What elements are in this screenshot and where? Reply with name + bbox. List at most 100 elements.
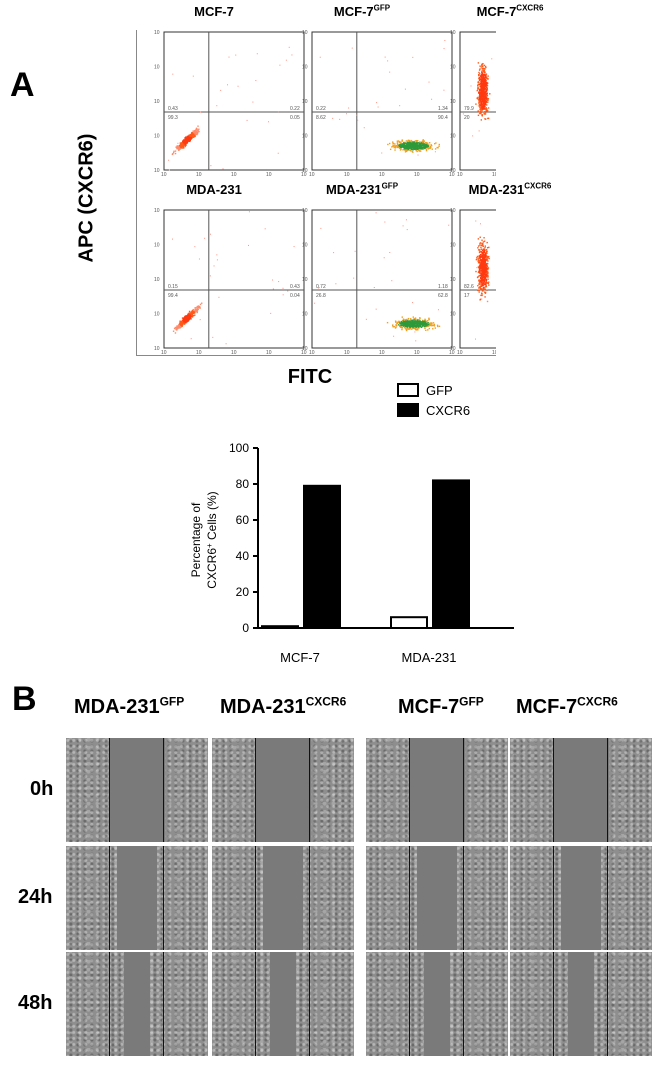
flow-event-dot	[424, 145, 427, 147]
flow-event-dot	[484, 87, 487, 90]
flow-event-dot	[479, 111, 482, 114]
flow-event-dot	[478, 88, 481, 91]
flow-event-dot	[484, 255, 486, 257]
title-base: MDA-231	[74, 695, 160, 718]
flow-event-dot	[412, 322, 415, 325]
flow-event-dot	[485, 274, 488, 276]
flow-event-dot	[487, 268, 489, 271]
flow-event-dot	[427, 144, 429, 147]
flow-event-dot	[396, 145, 398, 147]
flow-event-dot	[431, 324, 433, 327]
flow-event-dot	[190, 318, 192, 320]
bar-gfp-mcf-7	[261, 625, 299, 629]
flow-y-tick-label: 10	[302, 312, 308, 318]
quadrant-ul-value: 0.22	[316, 106, 326, 112]
flow-event-dot	[421, 325, 424, 327]
flow-event-dot	[479, 98, 482, 100]
flow-event-dot	[194, 135, 196, 138]
flow-event-dot	[477, 81, 479, 84]
flow-outlier-dot	[393, 335, 395, 337]
flow-event-dot	[190, 135, 192, 137]
title-sup: GFP	[373, 4, 391, 13]
title-base: MDA-231	[220, 695, 306, 718]
flow-outlier-dot	[363, 127, 365, 129]
flow-event-dot	[181, 320, 184, 323]
flow-event-dot	[184, 140, 187, 142]
flow-outlier-dot	[383, 257, 385, 259]
flow-event-dot	[481, 65, 484, 68]
flow-event-dot	[422, 319, 424, 322]
flow-event-dot	[409, 325, 411, 327]
flow-event-dot	[484, 286, 487, 288]
flow-event-dot	[192, 130, 194, 132]
flow-event-dot	[481, 103, 484, 106]
flow-event-dot	[479, 271, 481, 274]
flow-event-dot	[434, 142, 436, 145]
flow-event-dot	[424, 142, 427, 144]
flow-event-dot	[484, 104, 486, 107]
flow-event-dot	[481, 294, 483, 297]
flow-event-dot	[193, 312, 196, 314]
flow-event-dot	[483, 240, 486, 242]
flow-event-dot	[416, 320, 418, 323]
flow-event-dot	[194, 314, 196, 316]
flow-x-tick-label: 10	[161, 350, 167, 354]
flow-y-tick-label: 10	[450, 30, 456, 36]
flow-event-dot	[427, 146, 429, 149]
flow-outlier-dot	[172, 73, 174, 75]
wound-healing-image	[510, 846, 652, 950]
flow-event-dot	[416, 140, 418, 143]
wound-edge-marker-line	[309, 846, 310, 950]
flow-outlier-dot	[373, 287, 375, 289]
flow-event-dot	[177, 146, 180, 149]
flow-event-dot	[479, 269, 481, 271]
flow-event-dot	[484, 91, 486, 94]
flow-event-dot	[181, 320, 183, 323]
flow-event-dot	[392, 144, 394, 147]
flow-event-dot	[481, 68, 483, 70]
title-base: MCF-7	[194, 4, 234, 19]
flow-event-dot	[411, 328, 413, 330]
flow-event-dot	[481, 239, 483, 241]
flow-event-dot	[188, 312, 190, 314]
flow-outlier-dot	[481, 298, 483, 300]
flow-event-dot	[176, 146, 179, 149]
flow-event-dot	[183, 140, 185, 143]
flow-event-dot	[399, 325, 401, 327]
flow-plot-title: MDA-231	[144, 182, 284, 197]
flow-event-dot	[403, 145, 406, 147]
title-base: MDA-231	[186, 182, 242, 197]
flow-event-dot	[484, 269, 487, 272]
flow-event-dot	[414, 325, 416, 328]
flow-event-dot	[197, 306, 199, 308]
flow-outlier-dot	[348, 107, 350, 109]
flow-frame-bottom	[136, 355, 496, 356]
flow-event-dot	[188, 310, 191, 313]
flow-event-dot	[196, 130, 198, 132]
flow-event-dot	[485, 250, 488, 253]
flow-event-dot	[192, 135, 194, 137]
flow-event-dot	[487, 117, 490, 120]
flow-event-dot	[425, 329, 427, 332]
flow-event-dot	[479, 299, 481, 301]
flow-event-dot	[484, 292, 487, 294]
flow-event-dot	[405, 144, 407, 147]
flow-event-dot	[481, 276, 484, 279]
flow-event-dot	[412, 316, 414, 318]
flow-event-dot	[484, 101, 487, 103]
flow-event-dot	[434, 148, 437, 150]
flow-event-dot	[480, 106, 483, 108]
flow-event-dot	[186, 316, 188, 318]
flow-event-dot	[479, 89, 481, 92]
flow-event-dot	[482, 92, 485, 94]
flow-event-dot	[407, 321, 410, 324]
flow-event-dot	[401, 140, 403, 142]
flow-event-dot	[483, 251, 485, 254]
flow-event-dot	[411, 144, 413, 147]
flow-event-dot	[398, 320, 400, 323]
flow-event-dot	[419, 317, 421, 319]
flow-event-dot	[484, 103, 487, 106]
flow-event-dot	[433, 323, 436, 326]
flow-event-dot	[424, 319, 427, 322]
flow-event-dot	[186, 137, 189, 140]
